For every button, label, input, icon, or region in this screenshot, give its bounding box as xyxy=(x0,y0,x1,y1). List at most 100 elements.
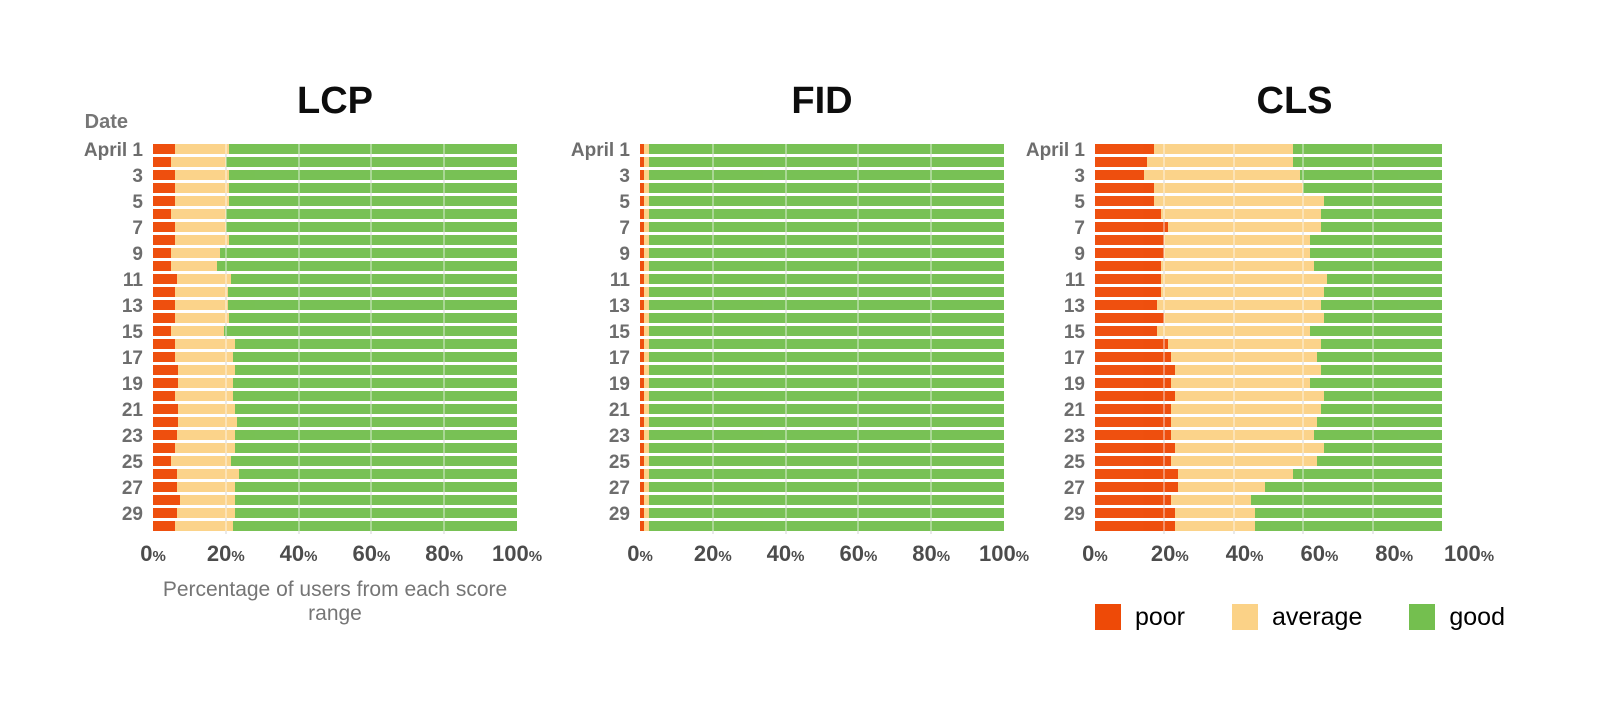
bar-segment-good xyxy=(1310,235,1442,245)
x-tick-label-80: 80% xyxy=(1375,541,1414,566)
bar-segment-average xyxy=(643,300,650,310)
legend-label-poor: poor xyxy=(1134,603,1186,631)
bar-segment-average xyxy=(1157,326,1311,336)
bar-lcp-april-18 xyxy=(153,365,517,375)
bar-segment-poor xyxy=(153,495,181,505)
bar-segment-poor xyxy=(1094,417,1172,427)
date-label: 3 xyxy=(1074,166,1085,187)
bar-segment-average xyxy=(643,352,650,362)
bar-segment-good xyxy=(225,209,517,219)
date-label: 9 xyxy=(1074,244,1085,265)
legend-item-average: average xyxy=(1232,604,1362,630)
date-label: 3 xyxy=(619,166,630,187)
bar-segment-good xyxy=(649,339,1004,349)
bar-cls-april-14 xyxy=(1094,313,1442,323)
bar-lcp-april-17 xyxy=(153,352,517,362)
bar-cls-april-27 xyxy=(1094,482,1442,492)
chart-title-lcp: LCP xyxy=(297,80,373,122)
chart-fid: FID April 1 3 5 7 9 11 13 15 17 19 21 23 25 27 29 0% 20… xyxy=(542,82,1029,630)
bar-segment-good xyxy=(649,378,1004,388)
bar-segment-average xyxy=(174,196,230,206)
bar-cls-april-28 xyxy=(1094,495,1442,505)
bar-segment-good xyxy=(649,404,1004,414)
bar-segment-good xyxy=(234,404,517,414)
bar-segment-good xyxy=(649,365,1004,375)
gridline-60 xyxy=(857,144,860,534)
bar-cls-april-21 xyxy=(1094,404,1442,414)
date-label: April 1 xyxy=(1025,140,1085,161)
bar-fid-april-27 xyxy=(640,482,1004,492)
bar-segment-average xyxy=(643,274,650,284)
bar-lcp-april-24 xyxy=(153,443,517,453)
bar-segment-good xyxy=(649,274,1004,284)
gridline-40 xyxy=(1232,144,1235,534)
bar-fid-april-11 xyxy=(640,274,1004,284)
bar-segment-good xyxy=(649,391,1004,401)
date-label: 25 xyxy=(608,452,630,473)
bar-fid-april-3 xyxy=(640,170,1004,180)
bar-segment-good xyxy=(1254,521,1442,531)
bar-segment-average xyxy=(176,508,235,518)
gridline-80 xyxy=(443,144,446,534)
bar-segment-good xyxy=(1323,391,1442,401)
gridline-20 xyxy=(711,144,714,534)
bar-segment-average xyxy=(1160,261,1314,271)
bar-segment-average xyxy=(1171,378,1311,388)
date-label: 27 xyxy=(1063,478,1085,499)
bar-segment-poor xyxy=(640,352,644,362)
bar-segment-average xyxy=(643,495,650,505)
bar-segment-good xyxy=(1310,248,1442,258)
bar-fid-april-17 xyxy=(640,352,1004,362)
bar-segment-good xyxy=(234,443,517,453)
date-label: 23 xyxy=(608,426,630,447)
date-label: April 1 xyxy=(570,140,630,161)
bar-segment-good xyxy=(649,144,1004,154)
bar-lcp-april-23 xyxy=(153,430,517,440)
bar-fid-april-5 xyxy=(640,196,1004,206)
bar-segment-good xyxy=(649,456,1004,466)
bar-segment-poor xyxy=(153,443,175,453)
bar-lcp-april-29 xyxy=(153,508,517,518)
bar-segment-good xyxy=(231,456,517,466)
bar-segment-good xyxy=(1320,209,1442,219)
bar-fid-april-14 xyxy=(640,313,1004,323)
date-label: 21 xyxy=(608,400,630,421)
bar-cls-april-7 xyxy=(1094,222,1442,232)
bar-cls-april-9 xyxy=(1094,248,1442,258)
date-label: 7 xyxy=(619,218,630,239)
date-label: 25 xyxy=(1063,452,1085,473)
bar-fid-april-6 xyxy=(640,209,1004,219)
date-label: 7 xyxy=(1074,218,1085,239)
bar-segment-average xyxy=(643,365,650,375)
bar-segment-poor xyxy=(640,196,644,206)
bar-segment-good xyxy=(1320,222,1442,232)
date-label: 21 xyxy=(121,400,143,421)
date-label: 17 xyxy=(608,348,630,369)
bar-segment-poor xyxy=(1094,469,1179,479)
bar-segment-poor xyxy=(153,365,179,375)
bar-segment-poor xyxy=(1094,222,1168,232)
bar-segment-good xyxy=(649,521,1004,531)
date-label: 15 xyxy=(1063,322,1085,343)
bar-segment-average xyxy=(643,222,650,232)
bar-segment-average xyxy=(176,469,239,479)
gridline-80 xyxy=(930,144,933,534)
charts-row: LCP Date April 1 3 5 7 9 11 13 15 17 19 21 23 25 27 29… xyxy=(84,80,1505,631)
bar-fid-april-2 xyxy=(640,157,1004,167)
date-label xyxy=(1023,521,1085,534)
bar-cls-april-25 xyxy=(1094,456,1442,466)
gridline-20 xyxy=(1163,144,1166,534)
bar-cls-april-1 xyxy=(1094,144,1442,154)
bar-cls-april-26 xyxy=(1094,469,1442,479)
plot-area-lcp xyxy=(153,144,517,534)
bar-segment-average xyxy=(174,222,226,232)
bar-segment-average xyxy=(643,482,650,492)
bar-segment-average xyxy=(1171,404,1321,414)
bar-segment-poor xyxy=(1094,248,1165,258)
bar-segment-poor xyxy=(640,183,644,193)
x-axis-ticks: 0% 20% 40% 60% 80% 100% xyxy=(627,542,1029,568)
bar-segment-poor xyxy=(153,482,177,492)
bar-cls-april-17 xyxy=(1094,352,1442,362)
date-label: 23 xyxy=(1063,426,1085,447)
